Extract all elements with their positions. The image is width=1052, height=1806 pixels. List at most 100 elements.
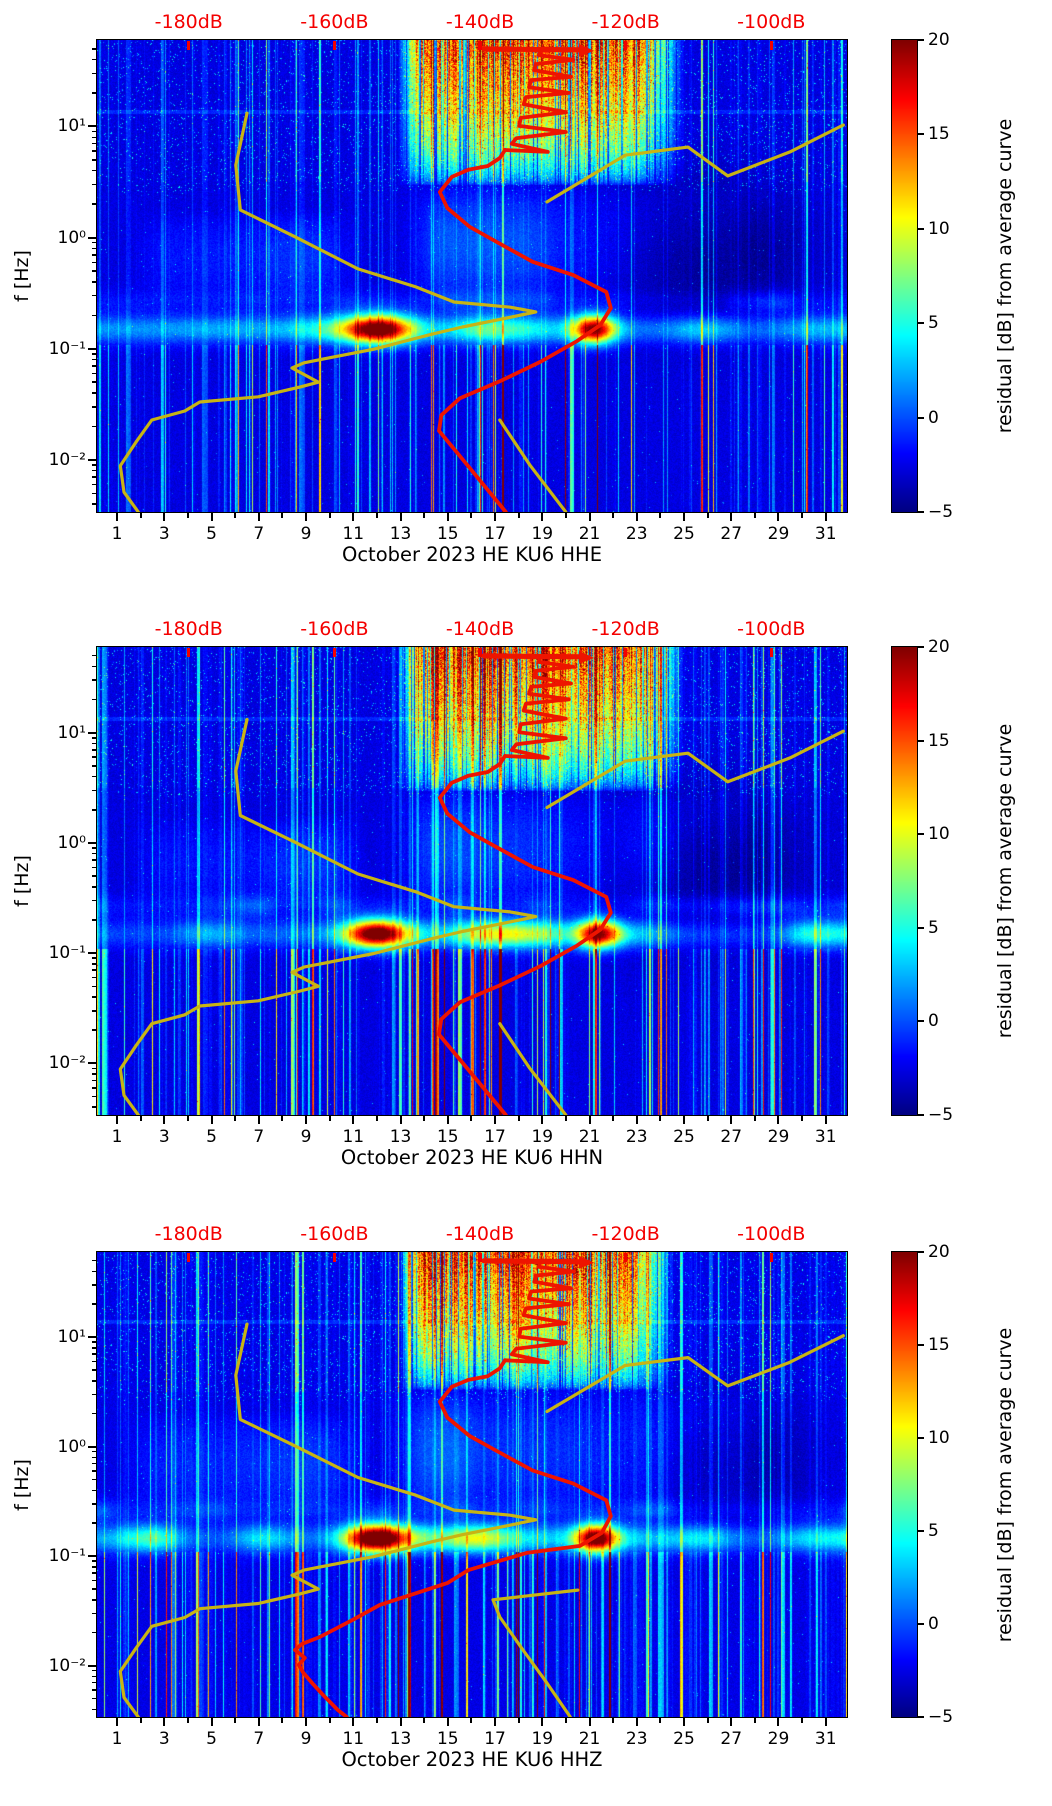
x-axis-tick-2 [517, 1116, 520, 1121]
x-axis-tick-1 [352, 513, 355, 521]
y-axis-minortick-1 [91, 381, 96, 383]
top-axis-tick-1 [623, 41, 628, 50]
top-axis-label-2: -140dB [445, 618, 515, 640]
x-axis-tick-1 [116, 513, 119, 521]
y-axis-minortick-2 [91, 1073, 96, 1075]
y-axis-minortick-3 [91, 1284, 96, 1286]
y-axis-minortick-2 [91, 737, 96, 739]
y-axis-minortick-1 [91, 503, 96, 505]
x-axis-tick-3 [305, 1718, 308, 1726]
curves-overlay-1 [118, 43, 845, 512]
colorbar-tick-label-1: 5 [928, 313, 939, 334]
top-axis-label-2: -120dB [591, 618, 660, 640]
y-axis-minortick-1 [91, 294, 96, 297]
x-tick-label-1: 23 [625, 524, 648, 544]
x-axis-tick-1 [446, 513, 449, 521]
top-axis-tick-3 [478, 1253, 482, 1262]
x-axis-tick-2 [494, 1116, 497, 1124]
x-axis-tick-2 [635, 1116, 638, 1124]
x-axis-tick-1 [635, 513, 638, 521]
y-axis-minortick-1 [91, 72, 96, 75]
x-axis-tick-3 [541, 1718, 544, 1726]
x-tick-label-2: 25 [673, 1127, 695, 1147]
colorbar-tick-label-2: 15 [928, 730, 950, 751]
x-axis-tick-3 [352, 1718, 355, 1726]
y-axis-minortick-3 [91, 1708, 96, 1711]
y-axis-minortick-1 [91, 358, 96, 361]
x-axis-tick-3 [494, 1718, 497, 1726]
x-tick-label-3: 31 [814, 1729, 837, 1749]
x-axis-tick-3 [328, 1718, 331, 1723]
x-tick-label-2: 31 [814, 1127, 837, 1147]
y-axis-minortick-3 [91, 1612, 96, 1615]
top-axis-label-1: -180dB [154, 11, 223, 33]
x-axis-tick-2 [186, 1116, 189, 1121]
colorbar-tick-2 [918, 739, 924, 742]
x-axis-tick-1 [210, 513, 213, 521]
colorbar-tick-label-3: 0 [928, 1614, 939, 1634]
x-tick-label-3: 15 [436, 1729, 459, 1749]
colorbar-tick-1 [918, 416, 924, 419]
top-axis-tick-1 [769, 41, 773, 50]
y-axis-minortick-2 [91, 1079, 96, 1082]
y-axis-minortick-2 [91, 742, 96, 745]
y-axis-minortick-1 [91, 241, 96, 244]
y-axis-minortick-2 [91, 976, 96, 979]
y-tick-label-3: 10¹ [57, 1327, 86, 1348]
avg-psd-curve-yellow-1 [545, 729, 845, 810]
y-axis-minortick-2 [91, 749, 96, 751]
colorbar-tick-label-1: 10 [928, 218, 950, 239]
y-axis-minortick-3 [91, 1369, 96, 1371]
x-axis-tick-1 [305, 513, 308, 521]
avg-psd-curve-yellow-1 [545, 1334, 845, 1414]
x-tick-label-1: 19 [531, 524, 554, 544]
colorbar-tick-2 [918, 1020, 924, 1023]
y-axis-minortick-3 [91, 1393, 96, 1396]
avg-psd-curve-yellow-2 [498, 1022, 568, 1115]
y-axis-minortick-2 [91, 875, 96, 877]
x-axis-tick-1 [517, 513, 520, 518]
x-axis-tick-3 [777, 1718, 780, 1726]
x-axis-tick-2 [139, 1116, 142, 1121]
colorbar-tick-2 [918, 1114, 924, 1116]
x-axis-tick-3 [116, 1718, 119, 1726]
y-axis-minortick-3 [91, 1675, 96, 1678]
y-axis-minortick-2 [91, 1010, 96, 1012]
colorbar-tick-3 [918, 1530, 924, 1532]
y-axis-minortick-2 [91, 756, 96, 758]
y-axis-minortick-3 [91, 1462, 96, 1465]
x-axis-tick-3 [446, 1718, 449, 1726]
x-axis-tick-3 [375, 1718, 378, 1723]
x-axis-tick-3 [706, 1718, 709, 1723]
y-axis-minortick-2 [91, 654, 96, 657]
y-axis-minortick-3 [91, 1689, 96, 1691]
y-tick-label-1: 10¹ [57, 116, 86, 137]
y-axis-minortick-1 [91, 247, 96, 250]
x-tick-label-2: 13 [389, 1127, 412, 1147]
x-axis-tick-3 [139, 1718, 142, 1723]
x-tick-label-3: 23 [625, 1729, 648, 1749]
colorbar-tick-label-1: 20 [928, 30, 950, 50]
y-axis-minortick-3 [91, 1347, 96, 1349]
y-axis-minortick-2 [91, 969, 96, 971]
y-axis-minortick-3 [91, 1566, 96, 1568]
colorbar-tick-1 [918, 511, 924, 513]
ref-psd-curve-red-spikes [503, 1259, 576, 1365]
avg-psd-curve-yellow-0 [118, 1322, 538, 1717]
y-axis-minortick-1 [91, 92, 96, 94]
x-tick-label-2: 5 [206, 1127, 217, 1147]
x-axis-tick-2 [564, 1116, 567, 1121]
x-tick-label-1: 15 [436, 524, 459, 544]
colorbar-tick-label-3: −5 [928, 1707, 954, 1727]
y-axis-tick-1 [88, 125, 96, 128]
x-tick-label-1: 1 [111, 524, 123, 544]
x-tick-label-2: 15 [436, 1127, 459, 1147]
avg-psd-curve-yellow-2 [498, 418, 568, 512]
colorbar-tick-label-2: 0 [928, 1011, 939, 1032]
colorbar-tick-label-2: 5 [928, 917, 939, 938]
top-axis-tick-2 [623, 648, 628, 657]
y-axis-minortick-3 [91, 1522, 96, 1524]
red-curve-arrowhead [579, 650, 594, 664]
top-axis-tick-2 [187, 648, 191, 657]
y-axis-minortick-1 [91, 169, 96, 172]
